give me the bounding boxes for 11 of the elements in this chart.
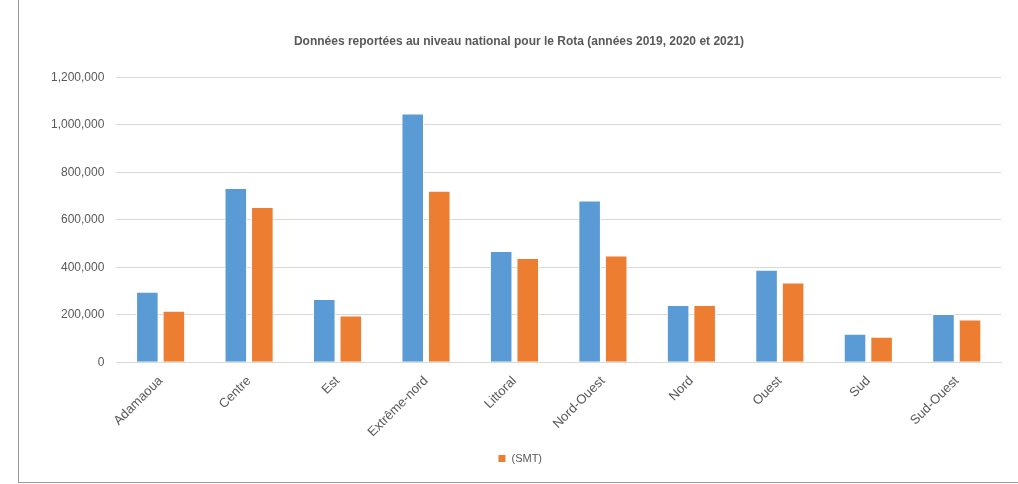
y-tick-label: 1,200,000 [50,69,105,84]
y-tick-label: 400,000 [60,259,105,274]
x-tick-label: Est [318,372,343,397]
y-tick-label: 800,000 [60,164,105,179]
y-tick-label: 1,000,000 [50,117,105,132]
y-tick-label: 600,000 [60,212,105,227]
chart-title: Données reportées au niveau national pour le Rota (années 2019, 2020 et 2021) [292,34,746,48]
legend-label: (SMT) [511,451,543,464]
y-tick-label: 0 [97,354,105,369]
y-tick-label: 200,000 [60,307,105,322]
x-tick-label: Sud [845,372,873,400]
